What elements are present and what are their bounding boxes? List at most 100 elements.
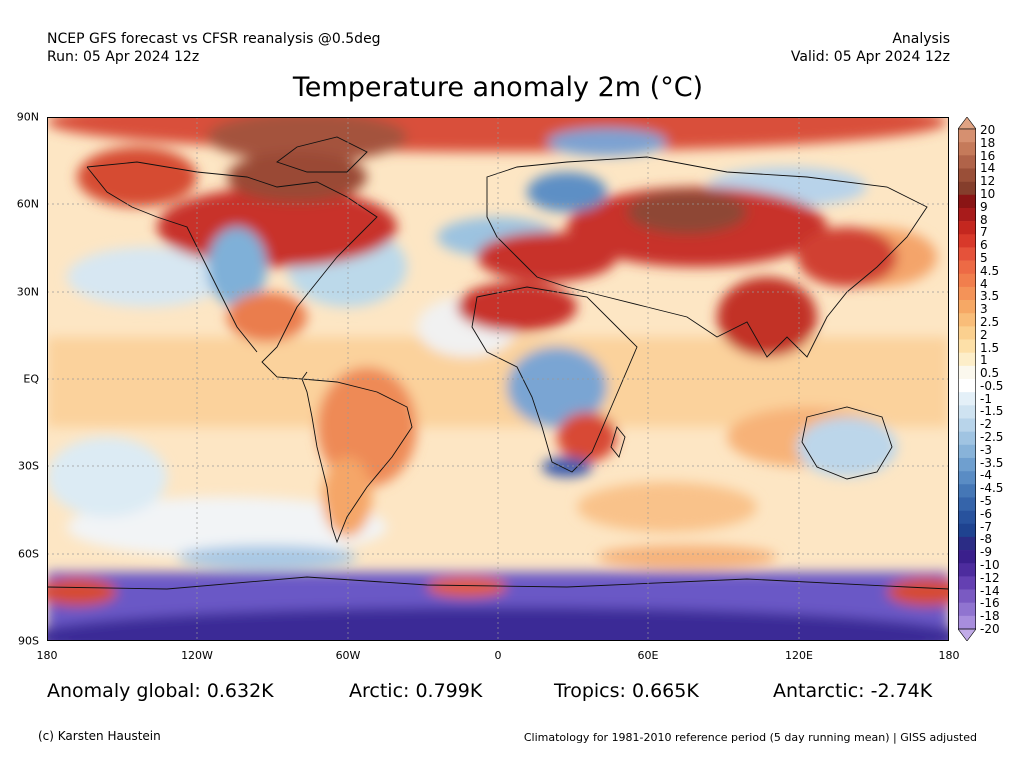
colorbar-tick-label: 5 (980, 250, 988, 265)
header-right: Analysis Valid: 05 Apr 2024 12z (791, 30, 950, 66)
tropics-anomaly: Tropics: 0.665K (554, 680, 699, 702)
temperature-anomaly-map (47, 117, 949, 641)
colorbar-segment (958, 550, 976, 564)
lon-label-180w: 180 (36, 649, 58, 662)
colorbar-top-arrow (958, 117, 976, 130)
colorbar-segment (958, 576, 976, 590)
colorbar-tick-label: -9 (980, 545, 992, 560)
colorbar-segment (958, 431, 976, 446)
colorbar-segment (958, 326, 976, 340)
colorbar-segment (958, 405, 976, 419)
colorbar-segment (958, 129, 976, 143)
colorbar-tick-label: 0.5 (980, 366, 1000, 381)
colorbar-tick-label: 9 (980, 199, 988, 214)
colorbar-segment (958, 510, 976, 525)
model-description: NCEP GFS forecast vs CFSR reanalysis @0.… (47, 31, 381, 47)
header-left: NCEP GFS forecast vs CFSR reanalysis @0.… (47, 30, 381, 66)
colorbar-tick-label: 6 (980, 238, 988, 253)
lat-label-90s: 90S (18, 634, 39, 648)
lat-label-30s: 30S (18, 459, 39, 473)
colorbar-frame (958, 128, 976, 630)
colorbar-segment (958, 142, 976, 156)
colorbar (958, 117, 976, 641)
lon-label-60e: 60E (637, 649, 659, 662)
colorbar-tick-label: 2.5 (980, 314, 1000, 329)
colorbar-segment (958, 313, 976, 327)
colorbar-tick-label: -10 (980, 558, 1000, 573)
colorbar-segment (958, 457, 976, 472)
colorbar-segment (958, 589, 976, 603)
colorbar-tick-label: -4 (980, 468, 992, 483)
colorbar-segment (958, 471, 976, 485)
lat-label-30n: 30N (16, 285, 39, 299)
colorbar-tick-label: 4.5 (980, 263, 1000, 278)
colorbar-segment (958, 379, 976, 393)
colorbar-segment (958, 339, 976, 353)
colorbar-segment (958, 615, 976, 630)
colorbar-segment (958, 392, 976, 406)
lon-label-0: 0 (494, 649, 502, 662)
colorbar-segment (958, 181, 976, 196)
colorbar-tick-label: -18 (980, 609, 1000, 624)
lat-label-eq: EQ (23, 372, 39, 386)
climatology-note: Climatology for 1981-2010 reference peri… (523, 731, 977, 744)
colorbar-segment (958, 497, 976, 511)
colorbar-segment (958, 484, 976, 498)
colorbar-tick-label: -7 (980, 519, 992, 534)
colorbar-tick-label: -12 (980, 570, 1000, 585)
lon-label-120w: 120W (181, 649, 213, 662)
colorbar-tick-label: -3 (980, 442, 992, 457)
colorbar-tick-label: 16 (980, 148, 996, 163)
colorbar-tick-label: -8 (980, 532, 992, 547)
colorbar-tick-label: 3.5 (980, 289, 1000, 304)
lat-label-90n: 90N (16, 110, 39, 124)
lat-label-60s: 60S (18, 547, 39, 561)
lat-label-60n: 60N (16, 197, 39, 211)
colorbar-tick-label: -3.5 (980, 455, 1004, 470)
colorbar-tick-label: -14 (980, 583, 1000, 598)
lon-label-120e: 120E (785, 649, 813, 662)
colorbar-segment (958, 168, 976, 182)
colorbar-bottom-arrow (958, 628, 976, 641)
colorbar-tick-label: -1.5 (980, 404, 1004, 419)
valid-time: Valid: 05 Apr 2024 12z (790, 49, 950, 65)
colorbar-segment (958, 536, 976, 551)
global-anomaly: Anomaly global: 0.632K (47, 680, 274, 702)
arctic-anomaly: Arctic: 0.799K (349, 680, 483, 702)
colorbar-segment (958, 260, 976, 275)
colorbar-segment (958, 286, 976, 301)
colorbar-tick-label: -0.5 (980, 378, 1004, 393)
analysis-label: Analysis (892, 31, 950, 47)
colorbar-segment (958, 352, 976, 367)
colorbar-tick-label: 3 (980, 302, 988, 317)
lon-label-60w: 60W (335, 649, 361, 662)
colorbar-tick-label: -4.5 (980, 481, 1004, 496)
colorbar-tick-label: 8 (980, 212, 988, 227)
colorbar-tick-label: 4 (980, 276, 988, 291)
colorbar-tick-label: 20 (980, 123, 996, 137)
colorbar-tick-label: 7 (980, 225, 988, 240)
colorbar-segment (958, 365, 976, 380)
colorbar-tick-label: 1 (980, 353, 988, 368)
colorbar-segment (958, 523, 976, 538)
colorbar-segment (958, 300, 976, 314)
colorbar-tick-label: 2 (980, 327, 988, 342)
colorbar-tick-label: -1 (980, 391, 992, 406)
colorbar-tick-label: 1.5 (980, 340, 1000, 355)
colorbar-tick-label: 12 (980, 174, 996, 189)
map-title: Temperature anomaly 2m (°C) (292, 72, 704, 103)
antarctic-anomaly: Antarctic: -2.74K (773, 680, 933, 702)
colorbar-segment (958, 273, 976, 288)
credit: (c) Karsten Haustein (38, 729, 161, 743)
colorbar-tick-label: -16 (980, 596, 1000, 611)
colorbar-tick-label: -20 (980, 622, 1000, 636)
colorbar-tick-label: -6 (980, 506, 992, 521)
colorbar-tick-label: -5 (980, 494, 992, 509)
colorbar-segment (958, 234, 976, 248)
colorbar-segment (958, 563, 976, 577)
colorbar-tick-label: -2.5 (980, 430, 1004, 445)
colorbar-segment (958, 418, 976, 432)
run-time: Run: 05 Apr 2024 12z (47, 49, 200, 65)
colorbar-segment (958, 155, 976, 169)
colorbar-segment (958, 247, 976, 261)
